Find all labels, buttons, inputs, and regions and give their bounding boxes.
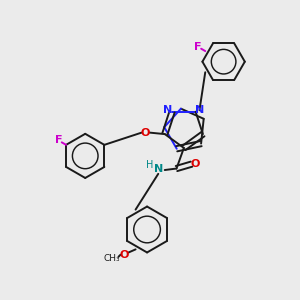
Text: H: H [146,160,154,170]
Text: F: F [55,135,62,146]
Text: O: O [141,128,150,138]
Text: N: N [163,105,172,115]
Text: O: O [191,159,200,169]
Text: CH₃: CH₃ [104,254,120,263]
Text: F: F [194,42,202,52]
Text: O: O [120,250,129,260]
Text: N: N [154,164,163,174]
Text: N: N [195,105,205,115]
